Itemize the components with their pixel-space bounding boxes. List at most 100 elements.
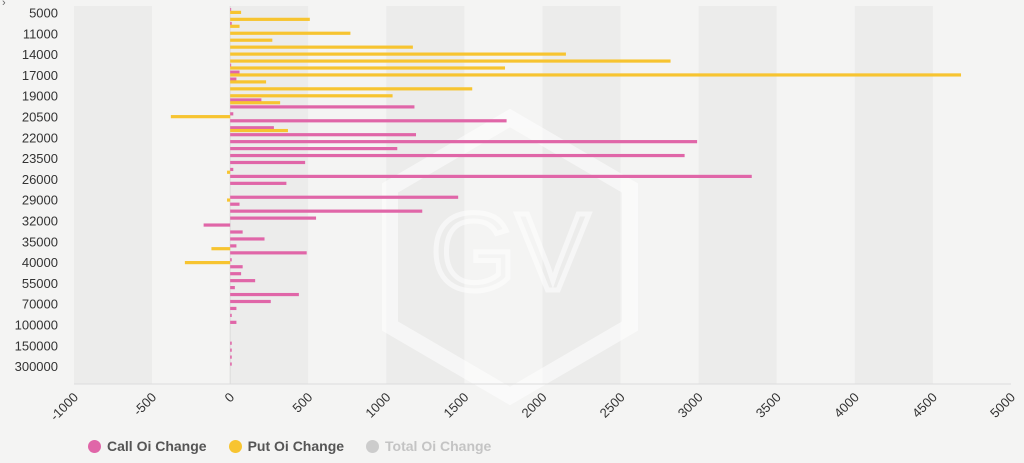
put-oi-bar bbox=[230, 73, 962, 77]
x-tick-label: 3500 bbox=[753, 390, 784, 421]
x-tick-label: 500 bbox=[289, 390, 315, 416]
call-oi-bar bbox=[230, 105, 415, 109]
legend-call[interactable]: Call Oi Change bbox=[88, 438, 207, 454]
x-tick-label: 4500 bbox=[909, 390, 940, 421]
y-tick-label: 32000 bbox=[22, 214, 58, 229]
bars bbox=[170, 8, 962, 366]
put-oi-bar bbox=[211, 247, 231, 251]
grid-band bbox=[698, 6, 777, 384]
put-oi-bar bbox=[230, 52, 566, 56]
put-oi-bar bbox=[230, 10, 242, 14]
put-oi-bar bbox=[230, 59, 671, 63]
call-oi-bar bbox=[230, 98, 262, 102]
x-tick-label: 0 bbox=[222, 390, 238, 406]
call-oi-bar bbox=[230, 348, 232, 352]
call-oi-bar bbox=[230, 174, 752, 178]
call-oi-bar bbox=[230, 160, 306, 165]
collapse-chevron-icon[interactable]: › bbox=[2, 0, 6, 9]
call-oi-bar bbox=[230, 265, 243, 269]
call-oi-bar bbox=[230, 147, 398, 151]
y-tick-label: 35000 bbox=[22, 234, 58, 249]
y-tick-label: 300000 bbox=[15, 359, 58, 374]
call-oi-bar bbox=[230, 167, 234, 172]
grid-band bbox=[308, 6, 387, 384]
x-tick-label: 1500 bbox=[440, 390, 471, 421]
call-oi-bar bbox=[230, 306, 237, 311]
call-oi-bar bbox=[230, 320, 237, 324]
put-oi-bar bbox=[227, 198, 231, 202]
y-tick-label: 22000 bbox=[22, 130, 58, 145]
y-tick-label: 70000 bbox=[22, 297, 58, 312]
put-oi-bar bbox=[230, 128, 288, 133]
x-tick-label: 2500 bbox=[597, 390, 628, 421]
call-oi-bar bbox=[230, 63, 232, 67]
y-tick-label: 14000 bbox=[22, 47, 58, 62]
put-oi-bar bbox=[230, 101, 281, 105]
y-tick-label: 5000 bbox=[29, 6, 58, 21]
call-oi-bar bbox=[230, 362, 232, 366]
call-oi-bar bbox=[230, 140, 698, 144]
call-oi-bar bbox=[230, 195, 459, 199]
call-oi-bar bbox=[230, 21, 232, 26]
x-tick-label: 5000 bbox=[987, 390, 1018, 421]
x-tick-label: 1000 bbox=[362, 390, 393, 421]
call-oi-bar bbox=[230, 230, 243, 234]
call-oi-bar bbox=[230, 119, 507, 123]
legend-total[interactable]: Total Oi Change bbox=[366, 438, 491, 454]
grid-band bbox=[74, 6, 153, 384]
y-tick-label: 23500 bbox=[22, 151, 58, 166]
call-oi-bar bbox=[230, 216, 317, 220]
gv-watermark-logo: GV bbox=[382, 108, 638, 406]
call-oi-bar bbox=[230, 133, 417, 137]
call-oi-bar bbox=[230, 112, 234, 116]
grid-band bbox=[854, 6, 933, 384]
legend-put[interactable]: Put Oi Change bbox=[228, 438, 345, 454]
call-oi-bar bbox=[230, 244, 237, 248]
call-oi-bar bbox=[230, 272, 242, 276]
call-oi-bar bbox=[230, 181, 287, 185]
x-tick-label: 4000 bbox=[831, 390, 862, 421]
put-oi-bar bbox=[230, 45, 413, 49]
legend-call-label: Call Oi Change bbox=[107, 438, 207, 454]
y-tick-label: 40000 bbox=[22, 255, 58, 270]
put-oi-bar bbox=[230, 24, 240, 28]
put-oi-bar bbox=[230, 87, 473, 91]
oi-change-chart: GV 5000110001400017000190002050022000235… bbox=[15, 6, 1019, 424]
legend-put-label: Put Oi Change bbox=[247, 438, 345, 454]
legend-total-label: Total Oi Change bbox=[385, 438, 492, 454]
y-tick-label: 26000 bbox=[22, 172, 58, 187]
put-oi-bar bbox=[230, 94, 393, 98]
grid-band bbox=[776, 6, 855, 384]
call-oi-bar bbox=[230, 77, 237, 81]
call-oi-bar bbox=[230, 70, 240, 74]
call-oi-bar bbox=[230, 258, 232, 262]
call-oi-bar bbox=[230, 202, 240, 206]
put-oi-bar bbox=[230, 66, 506, 70]
put-oi-bar bbox=[227, 170, 231, 174]
call-oi-bar bbox=[230, 209, 423, 213]
y-tick-label: 29000 bbox=[22, 193, 58, 208]
y-tick-label: 55000 bbox=[22, 276, 58, 291]
y-tick-label: 20500 bbox=[22, 110, 58, 125]
put-oi-bar bbox=[170, 115, 231, 119]
call-oi-bar bbox=[230, 8, 232, 12]
call-oi-bar bbox=[230, 341, 232, 345]
put-oi-bar bbox=[230, 38, 273, 42]
y-axis-labels: 5000 11000 14000 17000 19000 20500 22000 23500 2… bbox=[15, 6, 58, 375]
x-axis-labels: -1000 -500 0 500 1000 1500 2000 2500 3000 3500 400… bbox=[47, 390, 1018, 424]
call-oi-bar bbox=[230, 126, 274, 130]
legend-call-dot bbox=[88, 439, 101, 453]
legend-put-dot bbox=[228, 439, 242, 453]
y-tick-label: 100000 bbox=[15, 318, 58, 333]
chart-legend: Call Oi Change Put Oi Change Total Oi Ch… bbox=[88, 438, 491, 454]
watermark-text: GV bbox=[431, 191, 590, 314]
put-oi-bar bbox=[230, 31, 351, 35]
x-tick-label: 3000 bbox=[675, 390, 706, 421]
x-tick-label: -1000 bbox=[47, 390, 81, 424]
put-oi-bar bbox=[230, 17, 310, 21]
call-oi-bar bbox=[230, 292, 299, 297]
x-tick-label: -500 bbox=[130, 390, 159, 419]
y-tick-label: 11000 bbox=[23, 26, 58, 41]
y-tick-label: 17000 bbox=[22, 68, 58, 83]
call-oi-bar bbox=[230, 286, 235, 290]
